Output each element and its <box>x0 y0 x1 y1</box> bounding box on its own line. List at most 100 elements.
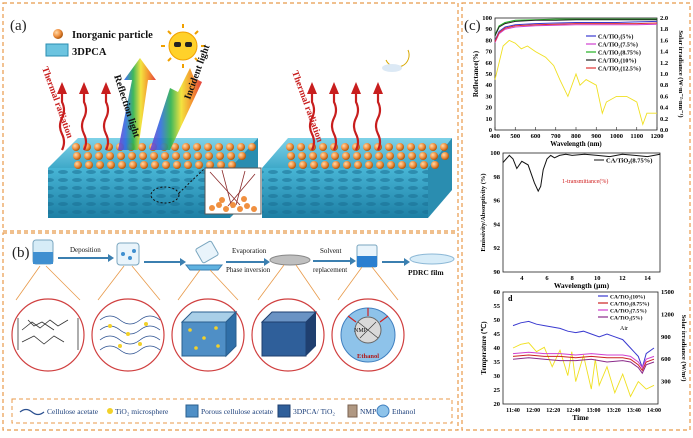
x-tick-label: 13:20 <box>607 408 621 414</box>
particle <box>320 152 328 160</box>
temperature-series-3 <box>512 357 655 375</box>
particle <box>237 143 245 151</box>
particle <box>161 152 169 160</box>
particle <box>217 161 225 169</box>
legend-entry: CA/TiO₂(12.5%) <box>598 66 641 73</box>
particle <box>118 161 126 169</box>
particle <box>332 161 340 169</box>
subpanel-d-label: d <box>508 294 513 303</box>
particle <box>298 152 306 160</box>
process-circles <box>11 298 405 372</box>
particle <box>107 161 115 169</box>
particle <box>184 161 192 169</box>
thermal-arrows-right <box>308 90 382 151</box>
particle <box>385 143 393 151</box>
x-tick-label: 12:00 <box>526 408 540 414</box>
y-tick-label: 60 <box>486 60 493 67</box>
thermal-arrows-left <box>58 90 110 151</box>
particle <box>297 143 305 151</box>
x-tick-label: 12:40 <box>566 408 580 414</box>
legend-b-1: TiO₂ microsphere <box>115 407 169 416</box>
y2-tick-label: 2.0 <box>660 15 668 22</box>
y2-tick-label: 1500 <box>661 289 674 296</box>
particle <box>74 161 82 169</box>
particle <box>94 143 102 151</box>
y2-tick-label: 0.4 <box>660 105 669 112</box>
particle <box>204 143 212 151</box>
particle <box>172 152 180 160</box>
x-axis-label: Wavelength (μm) <box>554 281 610 290</box>
particle <box>319 143 327 151</box>
chart2-axes <box>502 152 661 273</box>
particle <box>72 143 80 151</box>
particle <box>310 161 318 169</box>
y-tick-label: 100 <box>482 15 492 22</box>
chart3-axes <box>502 291 659 405</box>
y2-tick-label: 300 <box>661 379 671 386</box>
particle <box>376 161 384 169</box>
particle <box>364 152 372 160</box>
particle <box>342 152 350 160</box>
x-tick-label: 700 <box>551 133 561 140</box>
emissivity-chart: 4 6 8 10 12 14 90 92 94 96 98 100 Wavelength (μm) Emi… <box>480 150 661 290</box>
x-tick-label: 500 <box>510 133 520 140</box>
y-tick-label: 90 <box>486 26 493 33</box>
particle <box>431 161 439 169</box>
particle <box>440 143 448 151</box>
step-evaporation: Evaporation <box>232 247 267 255</box>
y-tick-label: 98 <box>494 174 501 181</box>
particle <box>96 161 104 169</box>
y-tick-label: 40 <box>486 82 493 89</box>
emissivity-series-0 <box>502 153 661 193</box>
legend-b-4: NMP <box>360 407 376 416</box>
moon-icon <box>382 49 410 72</box>
x-tick-label: 13:40 <box>627 408 641 414</box>
legend-b-0: Cellulose acetate <box>47 407 99 416</box>
process-icons <box>32 239 455 271</box>
legend-entry: CA/TiO₂(5%) <box>610 315 643 322</box>
particle <box>287 152 295 160</box>
particle <box>430 152 438 160</box>
legend-entry: CA/TiO₂(7.5%) <box>598 42 638 49</box>
pca-slab-right <box>262 138 452 218</box>
nmp-inner-label: NMP <box>354 328 368 334</box>
particle <box>128 152 136 160</box>
particle <box>409 161 417 169</box>
legend-particle: Inorganic particle <box>72 30 153 41</box>
step-solvent: Solvent <box>320 247 341 255</box>
panel-c-label: (c) <box>464 18 481 34</box>
reflectance-series-0 <box>494 20 658 41</box>
reflectance-series-2 <box>494 18 657 36</box>
air-label: Air <box>620 326 628 332</box>
particle <box>195 161 203 169</box>
particle <box>407 143 415 151</box>
ethanol-inner-label: Ethanol <box>357 353 379 360</box>
y-tick-label: 45 <box>494 331 501 338</box>
y-tick-label: 60 <box>494 289 501 296</box>
y2-tick-label: 1.8 <box>660 26 669 33</box>
y-tick-label: 10 <box>486 116 493 123</box>
sun-icon <box>161 24 205 68</box>
panel-b-label: (b) <box>12 245 30 261</box>
x-tick-label: 1000 <box>610 133 623 140</box>
reflectance-series-1 <box>494 23 658 43</box>
particle <box>226 143 234 151</box>
particle <box>418 143 426 151</box>
legend-b-5: Ethanol <box>392 407 415 416</box>
particle <box>106 152 114 160</box>
temperature-series-2 <box>512 351 655 369</box>
step-deposition: Deposition <box>70 246 101 254</box>
legend-entry: CA/TiO₂(8.75%) <box>606 158 652 165</box>
particle <box>408 152 416 160</box>
x-axis-label: Time <box>572 413 589 422</box>
y-tick-label: 94 <box>494 221 501 228</box>
particle <box>173 161 181 169</box>
y-tick-label: 92 <box>494 245 501 252</box>
x-tick-label: 8 <box>570 275 574 282</box>
particle <box>140 161 148 169</box>
x-axis-label: Wavelength (nm) <box>550 140 602 148</box>
zoom-lines-b <box>15 264 399 301</box>
y2-tick-label: 600 <box>661 356 671 363</box>
legend-pca: 3DPCA <box>72 47 107 58</box>
annotation: 1-transmittance(%) <box>562 178 608 185</box>
